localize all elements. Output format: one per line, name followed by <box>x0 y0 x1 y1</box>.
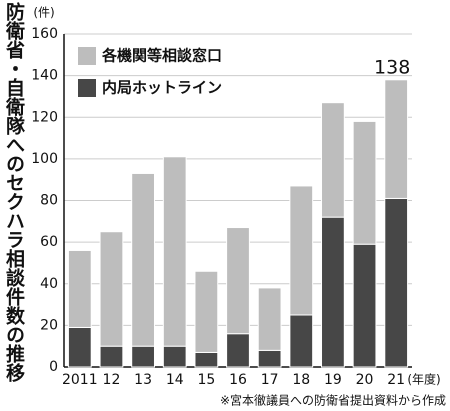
bar-segment <box>99 345 124 368</box>
x-tick-label: 21 <box>387 372 405 388</box>
x-tick-label: 19 <box>324 372 342 388</box>
x-tick-label: 17 <box>261 372 279 388</box>
bar-segment <box>289 314 314 368</box>
bar-segment <box>67 326 92 368</box>
y-tick-label: 80 <box>40 193 58 209</box>
bar-segment <box>99 231 124 347</box>
x-tick-label: 15 <box>197 372 215 388</box>
bar-segment <box>162 345 187 368</box>
y-tick-label: 120 <box>31 109 58 125</box>
bar-segment <box>289 185 314 316</box>
bar-segment <box>384 79 409 199</box>
bar-segment <box>321 102 345 218</box>
total-annotation: 138 <box>374 56 410 78</box>
y-unit: (件) <box>33 6 54 20</box>
y-tick-label: 100 <box>31 151 58 167</box>
bar-segment <box>321 216 345 368</box>
y-tick-label: 60 <box>40 234 58 250</box>
bar-segment <box>67 249 92 328</box>
chart-title: 防衛省・自衛隊へのセクハラ相談件数の推移 <box>3 1 26 383</box>
y-tick-label: 20 <box>40 317 58 333</box>
x-tick-label: 2011 <box>62 372 98 388</box>
legend-label: 内局ホットライン <box>102 79 222 97</box>
y-tick-label: 140 <box>31 68 58 84</box>
bar-segment <box>131 172 155 347</box>
bar-segment <box>257 349 282 368</box>
y-tick-label: 0 <box>49 359 58 375</box>
y-tick-label: 40 <box>40 276 58 292</box>
legend-swatch <box>78 47 96 65</box>
bar-segment <box>131 345 155 368</box>
bar-segment <box>226 227 250 335</box>
x-tick-label: 18 <box>292 372 310 388</box>
bar-segment <box>162 156 187 347</box>
bar-segment <box>226 333 250 368</box>
x-tick-label: 20 <box>356 372 374 388</box>
legend-label: 各機関等相談窓口 <box>101 47 222 65</box>
x-tick-label: 16 <box>229 372 247 388</box>
legend-swatch <box>78 79 96 97</box>
x-tick-label: 14 <box>166 372 184 388</box>
y-tick-label: 160 <box>31 26 58 42</box>
bar-segment <box>352 120 377 245</box>
x-unit: (年度) <box>407 372 440 387</box>
note: ※宮本徹議員への防衛省提出資料から作成 <box>220 393 446 408</box>
x-tick-label: 12 <box>103 372 121 388</box>
bar-segment <box>257 287 282 351</box>
bar-segment <box>194 270 219 353</box>
bar-segment <box>352 243 377 368</box>
bar-segment <box>384 197 409 368</box>
x-tick-label: 13 <box>134 372 152 388</box>
bar-segment <box>194 351 219 368</box>
